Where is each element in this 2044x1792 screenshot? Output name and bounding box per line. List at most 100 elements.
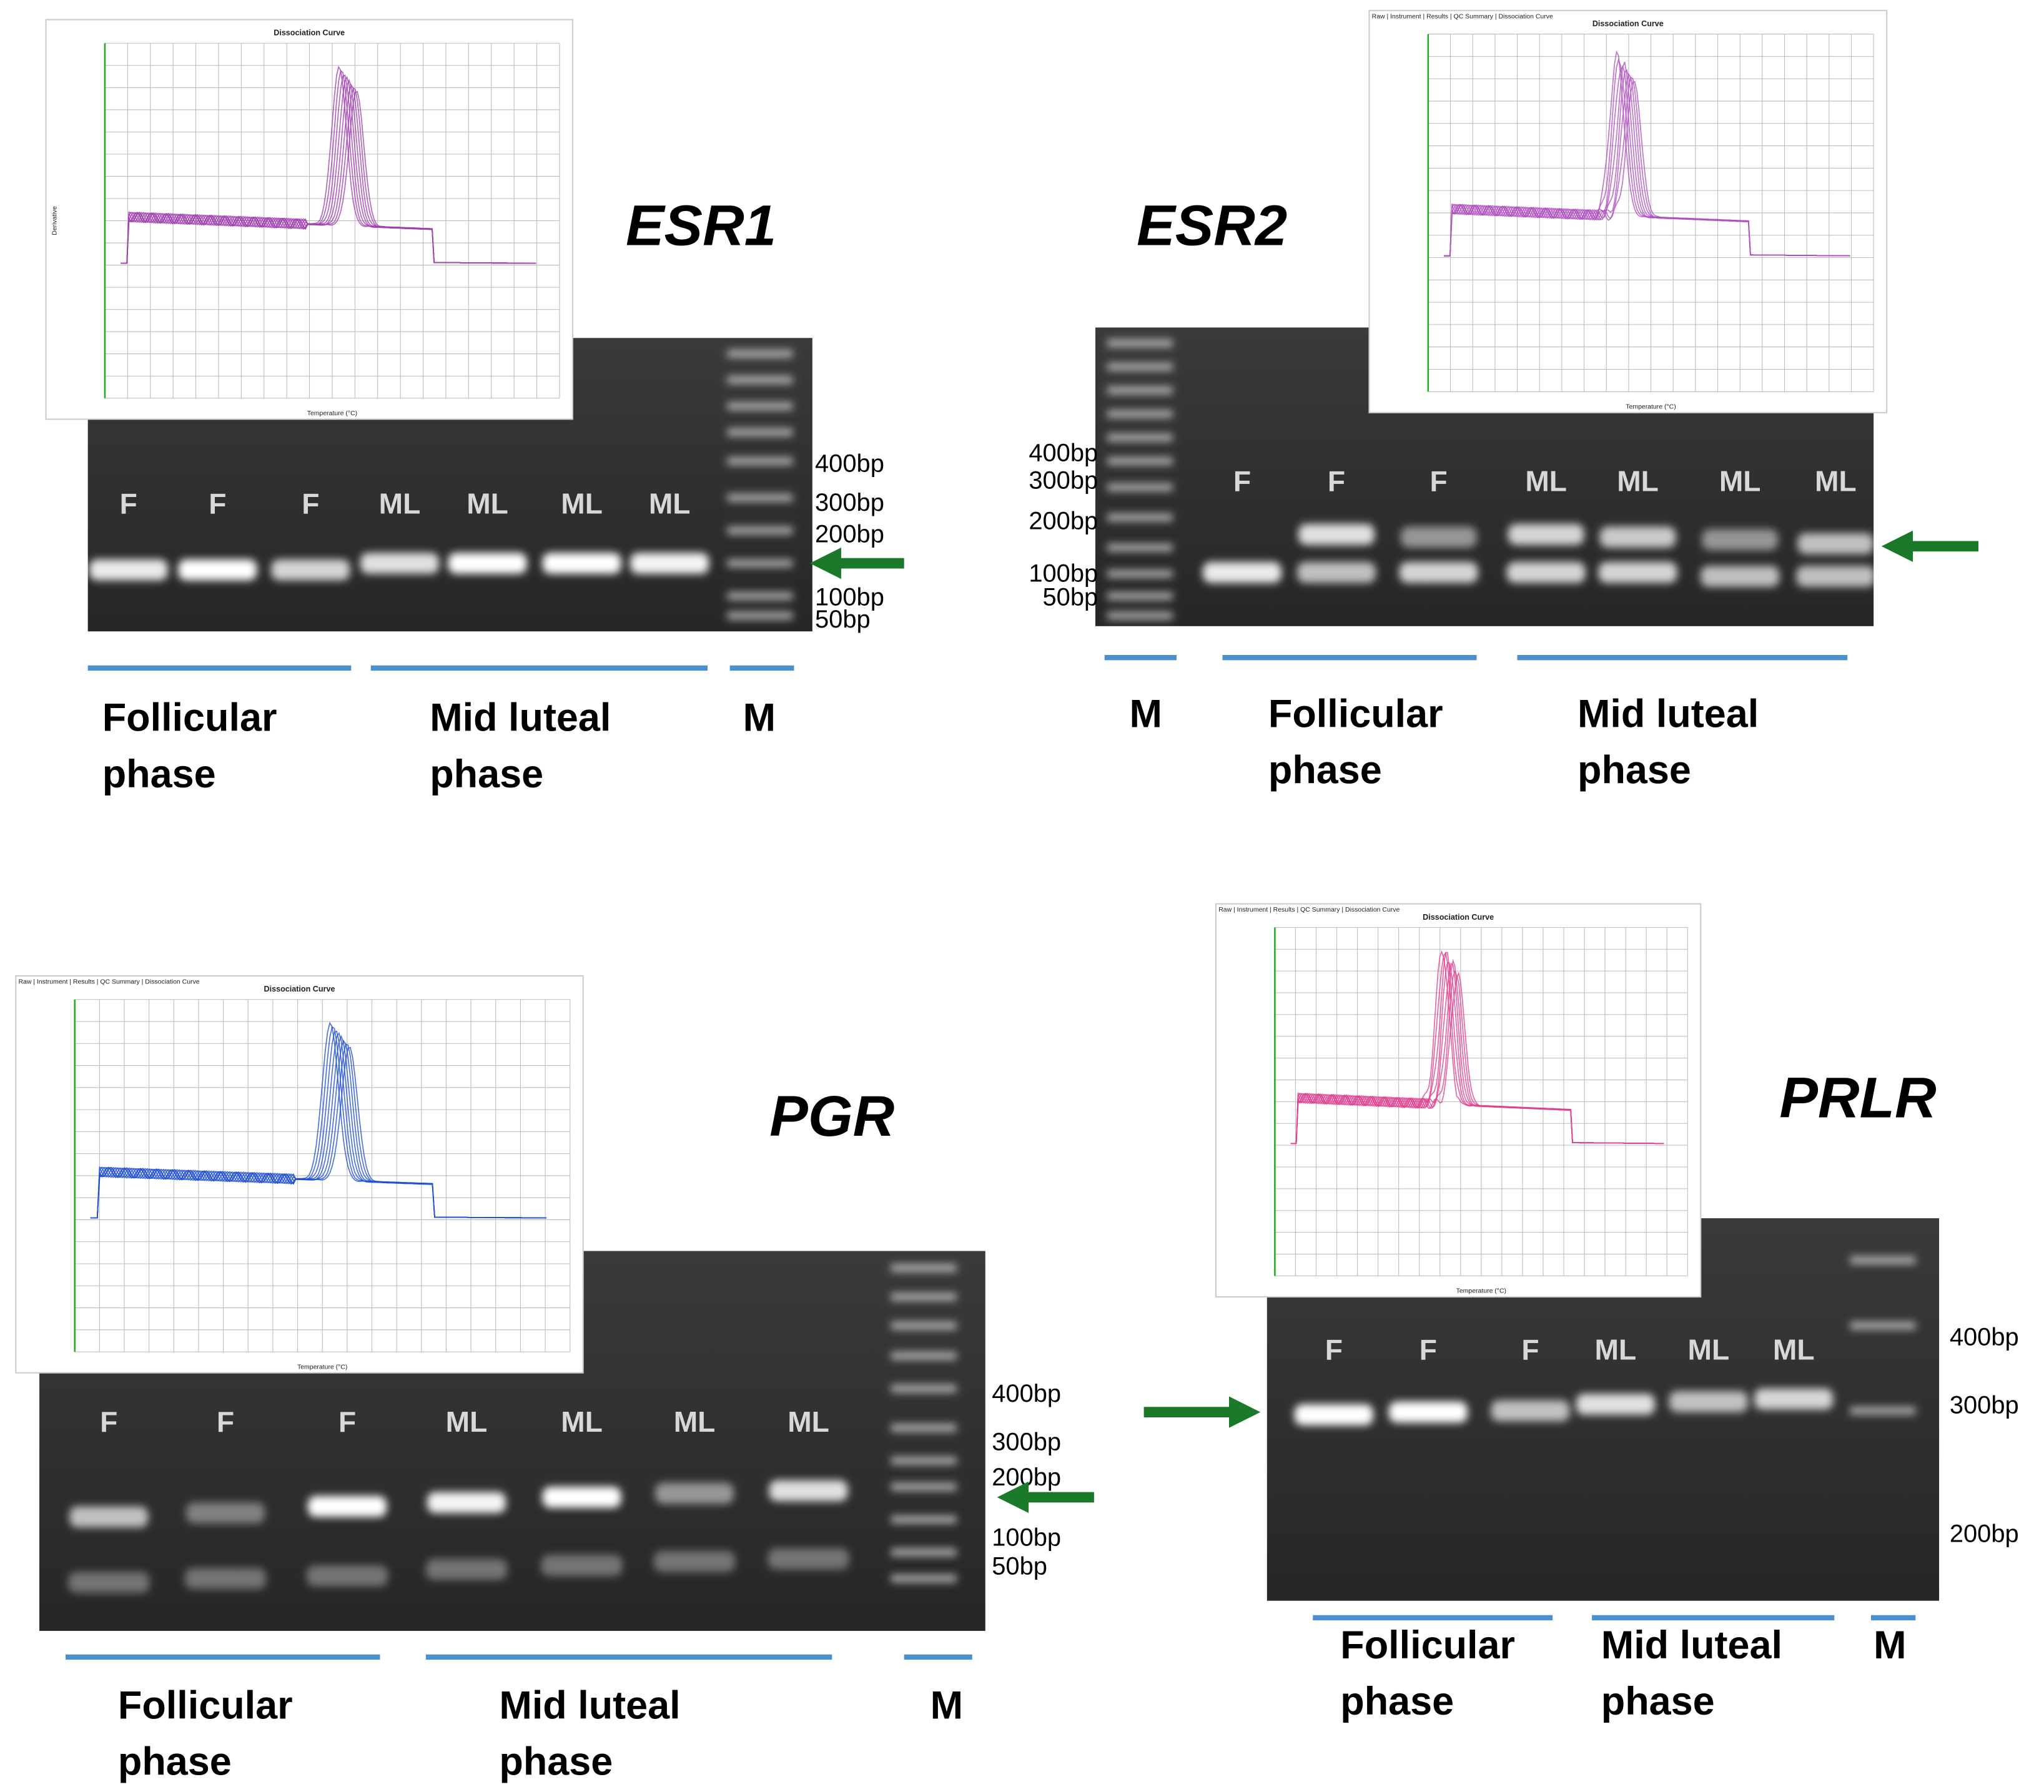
lane-label: F (338, 1406, 356, 1438)
ladder-band (891, 1456, 957, 1465)
lane-label: ML (1773, 1334, 1815, 1366)
ladder-band (727, 559, 793, 568)
group-label: phase (1268, 749, 1382, 792)
lane-label: F (1521, 1334, 1539, 1366)
lane-label: ML (1688, 1334, 1730, 1366)
lane-label: F (1328, 465, 1345, 498)
group-label: phase (499, 1740, 613, 1784)
ladder-band (1107, 457, 1173, 465)
lane-label: ML (1617, 465, 1659, 498)
x-axis-label: Temperature (°C) (1456, 1288, 1506, 1295)
lane-label: ML (649, 487, 691, 519)
curve-window (1215, 903, 1702, 1298)
size-marker: 200bp (815, 521, 884, 548)
gel-band (1797, 533, 1874, 554)
gene-name: ESR1 (626, 192, 776, 257)
ladder-band (727, 402, 793, 410)
lane-label: F (100, 1406, 117, 1438)
size-marker: 400bp (815, 450, 884, 477)
group-label: Mid luteal (1601, 1623, 1782, 1667)
ladder-band (727, 611, 793, 620)
size-marker: 100bp (992, 1524, 1061, 1552)
group-label: Mid luteal (1577, 692, 1759, 736)
ladder-band (727, 526, 793, 534)
gel-band (1508, 524, 1584, 545)
ladder-band (727, 350, 793, 358)
gel-band (1598, 562, 1677, 583)
lane-label: F (1430, 465, 1448, 498)
melt-curve (1290, 971, 1664, 1145)
ladder-band (727, 376, 793, 384)
group-label: M (1874, 1623, 1906, 1667)
gel-band (1203, 562, 1281, 583)
gel-band (1669, 1391, 1748, 1412)
ladder-band (1107, 433, 1173, 442)
lane-label: ML (787, 1406, 829, 1438)
ladder-band (891, 1482, 957, 1491)
gel-band (1576, 1394, 1655, 1415)
group-label: phase (102, 752, 216, 796)
size-marker: 100bp (815, 583, 884, 611)
curve-title: Dissociation Curve (264, 985, 335, 993)
curve-tabs: Raw | Instrument | Results | QC Summary … (1218, 907, 1400, 913)
plot-grid (1428, 34, 1874, 392)
curve-title: Dissociation Curve (1592, 19, 1664, 28)
lane-label: ML (379, 487, 421, 519)
group-label: M (931, 1684, 963, 1728)
gel-band (448, 553, 527, 574)
size-marker: 200bp (1950, 1520, 2019, 1547)
gel-band (653, 1550, 736, 1572)
ladder-band (1107, 386, 1173, 395)
lane-label: ML (561, 487, 603, 519)
gel-band (1297, 562, 1376, 583)
ladder-band (891, 1292, 957, 1301)
gel-band (1754, 1388, 1834, 1410)
gel-band (541, 1555, 623, 1576)
gel-band (1388, 1401, 1468, 1423)
ladder-band (891, 1264, 957, 1273)
gel-band (68, 1572, 150, 1593)
ladder-band (1107, 569, 1173, 578)
gene-name: PGR (769, 1083, 894, 1148)
size-marker: 400bp (1950, 1324, 2019, 1351)
panel: F F F ML ML ML Raw | Instrument | Results | QC… (1143, 903, 2019, 1723)
ladder-band (891, 1384, 957, 1393)
lane-label: F (1419, 1334, 1437, 1366)
ladder-band (1107, 611, 1173, 620)
x-axis-label: Temperature (°C) (1626, 404, 1676, 411)
gel-band (1294, 1404, 1373, 1425)
melt-curve (90, 1046, 546, 1219)
ladder-band (727, 592, 793, 600)
ladder-band (1107, 543, 1173, 552)
ladder-band (891, 1548, 957, 1557)
ladder-band (1107, 513, 1173, 521)
gene-name: ESR2 (1137, 192, 1287, 257)
ladder-band (1850, 1256, 1916, 1264)
group-label: Follicular (102, 696, 277, 740)
group-label: phase (1340, 1680, 1454, 1723)
y-axis-label: Derivative (51, 206, 58, 235)
ladder-band (1850, 1407, 1916, 1415)
gel-band (768, 1548, 849, 1570)
ladder-band (1850, 1321, 1916, 1330)
lane-label: F (120, 487, 137, 519)
size-marker: 300bp (1029, 467, 1098, 495)
ladder-band (1107, 363, 1173, 371)
gel-band (1506, 562, 1586, 583)
size-marker: 100bp (1029, 559, 1098, 587)
lane-label: F (217, 1406, 234, 1438)
lane-label: ML (446, 1406, 488, 1438)
lane-label: F (1325, 1334, 1343, 1366)
lane-label: F (1233, 465, 1251, 498)
gel-band (360, 553, 439, 574)
size-marker: 200bp (1029, 508, 1098, 535)
plot-grid (74, 999, 571, 1352)
ladder-band (891, 1574, 957, 1583)
melt-curve (121, 91, 536, 264)
panel: F F F ML ML ML ML Raw | Instrument | Results | … (1029, 9, 1979, 792)
size-marker: 400bp (992, 1380, 1061, 1407)
gel-band (89, 559, 168, 581)
x-axis-label: Temperature (°C) (307, 410, 357, 417)
x-axis-label: Temperature (°C) (297, 1364, 347, 1371)
